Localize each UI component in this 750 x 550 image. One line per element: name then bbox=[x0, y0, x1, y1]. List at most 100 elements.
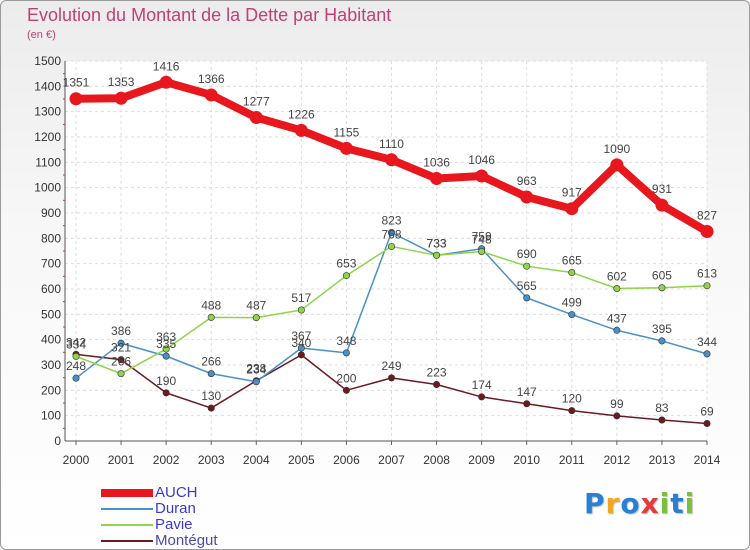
data-point-auch bbox=[114, 91, 128, 105]
data-label-auch: 1090 bbox=[604, 142, 631, 156]
data-label-pavie: 748 bbox=[472, 233, 492, 247]
data-label-montégut: 130 bbox=[201, 389, 221, 403]
data-label-duran: 565 bbox=[517, 279, 537, 293]
chart-title: Evolution du Montant de la Dette par Hab… bbox=[27, 5, 392, 25]
data-label-pavie: 334 bbox=[66, 337, 86, 351]
y-tick-label: 900 bbox=[41, 206, 61, 220]
data-label-pavie: 613 bbox=[697, 267, 717, 281]
data-label-montégut: 83 bbox=[655, 401, 669, 415]
data-label-auch: 1353 bbox=[108, 75, 135, 89]
x-tick-label: 2007 bbox=[378, 453, 405, 467]
data-point-pavie bbox=[342, 272, 350, 280]
data-point-pavie bbox=[297, 306, 305, 314]
data-label-duran: 335 bbox=[156, 337, 176, 351]
data-point-auch bbox=[385, 153, 398, 167]
data-label-duran: 348 bbox=[336, 334, 356, 348]
legend-label: Pavie bbox=[155, 516, 193, 533]
data-label-auch: 1110 bbox=[379, 137, 404, 151]
data-label-montégut: 190 bbox=[156, 374, 176, 388]
x-tick-label: 2000 bbox=[63, 453, 90, 467]
logo-letter: x bbox=[640, 487, 660, 520]
data-label-montégut: 223 bbox=[427, 366, 447, 380]
data-point-auch bbox=[294, 123, 308, 137]
x-tick-label: 2001 bbox=[108, 453, 135, 467]
logo-letter: i bbox=[659, 487, 671, 520]
data-point-pavie bbox=[478, 248, 486, 256]
data-point-montégut bbox=[613, 412, 621, 420]
data-label-auch: 931 bbox=[652, 182, 672, 196]
plot-area bbox=[65, 61, 707, 441]
data-point-auch bbox=[475, 169, 489, 183]
x-tick-label: 2010 bbox=[513, 453, 540, 467]
x-tick-label: 2008 bbox=[423, 453, 450, 467]
data-point-auch bbox=[655, 198, 669, 212]
data-label-pavie: 602 bbox=[607, 269, 627, 283]
y-tick-label: 200 bbox=[41, 383, 61, 397]
data-label-duran: 386 bbox=[111, 324, 131, 338]
y-tick-label: 500 bbox=[41, 307, 61, 321]
chart-subtitle: (en €) bbox=[27, 29, 56, 41]
data-point-montégut bbox=[117, 356, 125, 364]
data-label-duran: 248 bbox=[66, 359, 86, 373]
data-label-auch: 917 bbox=[562, 186, 582, 200]
data-label-pavie: 665 bbox=[562, 254, 582, 268]
legend-swatch bbox=[101, 540, 153, 542]
data-point-montégut bbox=[342, 386, 350, 394]
data-label-auch: 1046 bbox=[468, 153, 495, 167]
y-tick-label: 1400 bbox=[34, 79, 61, 93]
y-tick-label: 800 bbox=[41, 231, 61, 245]
data-label-duran: 733 bbox=[427, 236, 447, 250]
data-label-auch: 1416 bbox=[153, 59, 180, 73]
data-label-auch: 827 bbox=[697, 208, 717, 222]
data-point-duran bbox=[342, 349, 350, 357]
data-label-auch: 1036 bbox=[423, 156, 450, 170]
data-label-duran: 266 bbox=[201, 355, 221, 369]
data-point-auch bbox=[159, 75, 173, 89]
data-label-pavie: 266 bbox=[111, 355, 131, 369]
data-point-montégut bbox=[387, 374, 395, 382]
data-point-pavie bbox=[387, 242, 395, 250]
data-label-montégut: 99 bbox=[610, 397, 624, 411]
legend-label: Duran bbox=[155, 500, 196, 517]
x-tick-label: 2003 bbox=[198, 453, 225, 467]
data-label-duran: 499 bbox=[562, 296, 582, 310]
y-tick-label: 0 bbox=[54, 434, 61, 448]
data-label-duran: 437 bbox=[607, 311, 627, 325]
data-label-montégut: 147 bbox=[517, 385, 537, 399]
data-point-pavie bbox=[613, 284, 621, 292]
y-tick-label: 300 bbox=[41, 358, 61, 372]
y-tick-label: 1100 bbox=[35, 155, 61, 169]
data-label-auch: 1351 bbox=[63, 76, 90, 90]
legend-swatch bbox=[101, 508, 153, 510]
data-label-montégut: 238 bbox=[246, 362, 266, 376]
proxiti-logo: Proxiti bbox=[584, 487, 695, 520]
x-tick-label: 2006 bbox=[333, 453, 360, 467]
data-point-auch bbox=[610, 158, 624, 172]
data-point-duran bbox=[162, 352, 170, 360]
data-label-pavie: 605 bbox=[652, 269, 672, 283]
data-label-auch: 963 bbox=[517, 174, 537, 188]
data-point-pavie bbox=[568, 269, 576, 277]
data-point-duran bbox=[613, 326, 621, 334]
x-tick-label: 2004 bbox=[243, 453, 270, 467]
x-tick-label: 2005 bbox=[288, 453, 315, 467]
data-label-auch: 1155 bbox=[334, 125, 360, 139]
data-point-montégut bbox=[207, 404, 215, 412]
x-tick-label: 2002 bbox=[153, 453, 180, 467]
data-point-pavie bbox=[117, 370, 125, 378]
data-point-duran bbox=[72, 374, 80, 382]
data-point-pavie bbox=[658, 284, 666, 292]
data-label-auch: 1277 bbox=[243, 94, 270, 108]
logo-letter: P bbox=[584, 487, 606, 520]
data-label-pavie: 768 bbox=[381, 227, 401, 241]
data-label-duran: 823 bbox=[381, 214, 401, 228]
data-point-auch bbox=[700, 224, 714, 238]
data-point-montégut bbox=[523, 400, 531, 408]
y-tick-label: 100 bbox=[41, 409, 61, 423]
data-label-duran: 344 bbox=[697, 335, 717, 349]
data-label-duran: 234 bbox=[246, 363, 266, 377]
data-label-montégut: 200 bbox=[336, 371, 356, 385]
data-label-montégut: 321 bbox=[111, 341, 131, 355]
logo-letter: i bbox=[684, 487, 696, 520]
x-tick-label: 2014 bbox=[694, 453, 721, 467]
